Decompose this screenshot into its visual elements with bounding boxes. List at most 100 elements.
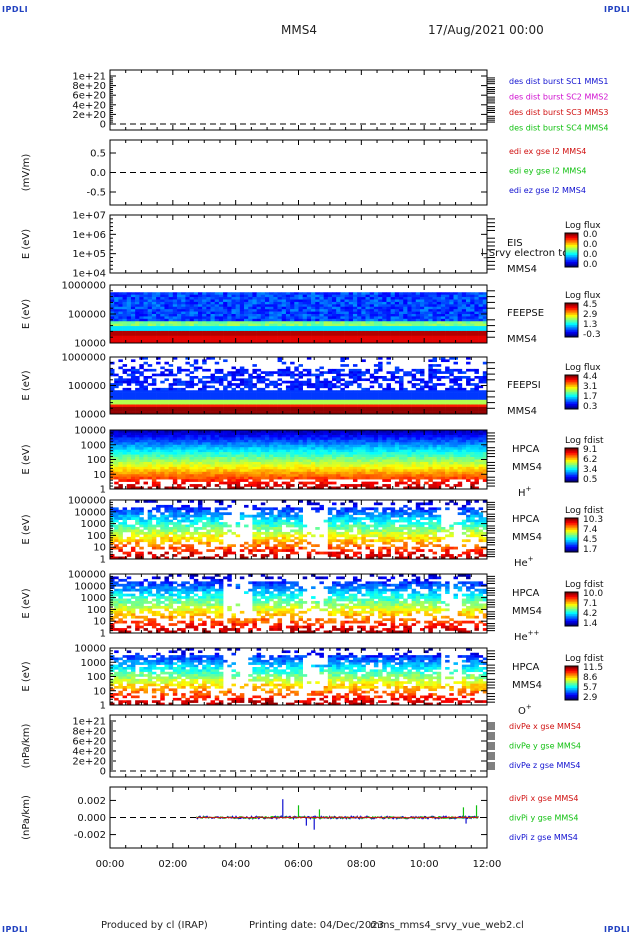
spectrogram-cell (235, 449, 241, 453)
spectrogram-cell (244, 444, 249, 448)
spectrogram-cell (147, 457, 153, 460)
spectrogram-cell (290, 395, 295, 398)
spectrogram-cell (114, 466, 119, 470)
spectrogram-cell (218, 383, 224, 386)
spectrogram-cell (264, 318, 270, 322)
spectrogram-cell (130, 321, 136, 324)
spectrogram-cell (202, 464, 207, 468)
spectrogram-cell (244, 464, 249, 468)
colorbar-tick-label: 4.5 (583, 300, 597, 310)
spectrogram-cell (160, 392, 165, 396)
spectrogram-cell (386, 309, 391, 312)
spectrogram-cell (424, 385, 429, 389)
spectrogram-cell (470, 397, 475, 401)
spectrogram-cell (482, 323, 488, 327)
spectrogram-cell (181, 306, 186, 310)
spectrogram-cell (311, 409, 316, 412)
spectrogram-cell (344, 297, 350, 300)
spectrogram-cell (306, 301, 312, 305)
spectrogram-cell (478, 397, 484, 401)
spectrogram-cell (114, 390, 119, 393)
spectrogram-cell (302, 461, 308, 465)
spectrogram-cell (373, 404, 379, 408)
spectrogram-cell (139, 409, 144, 412)
spectrogram-cell (315, 335, 320, 339)
spectrogram-cell (453, 361, 458, 365)
spectrogram-cell (361, 299, 366, 303)
spectrogram-cell (252, 447, 257, 450)
spectrogram-cell (352, 323, 358, 327)
spectrogram-cell (210, 294, 216, 298)
spectrogram-cell (210, 457, 216, 460)
spectrogram-cell (248, 390, 253, 393)
spectrogram-cell (340, 397, 345, 401)
spectrogram-cell (147, 292, 153, 295)
spectrogram-cell (302, 481, 308, 485)
spectrogram-cell (231, 316, 236, 320)
spectrogram-cell (239, 464, 245, 468)
spectrogram-cell (403, 371, 408, 374)
spectrogram-cell (235, 368, 241, 372)
spectrogram-cell (407, 311, 412, 315)
spectrogram-cell (365, 397, 371, 401)
spectrogram-cell (290, 411, 295, 415)
spectrogram-cell (139, 439, 144, 443)
spectrogram-cell (470, 411, 475, 415)
spectrogram-cell (114, 306, 119, 310)
spectrogram-cell (160, 449, 165, 453)
spectrogram-cell (130, 452, 136, 455)
spectrogram-cell (223, 304, 228, 308)
spectrogram-cell (206, 299, 211, 303)
spectrogram-cell (440, 390, 446, 393)
spectrogram-cell (378, 364, 383, 367)
spectrogram-cell (290, 432, 295, 436)
spectrogram-cell (403, 321, 408, 324)
spectrogram-cell (118, 366, 123, 370)
spectrogram-cell (260, 321, 266, 324)
spectrogram-cell (440, 328, 446, 332)
spectrogram-cell (151, 338, 157, 341)
spectrogram-cell (302, 328, 308, 332)
spectrogram-cell (323, 447, 329, 450)
spectrogram-cell (290, 318, 295, 322)
spectrogram-cell (269, 476, 274, 480)
spectrogram-cell (256, 399, 262, 403)
spectrogram-cell (231, 299, 236, 303)
corner-label-top-right: IPDLI (604, 5, 630, 14)
spectrogram-cell (482, 378, 488, 382)
spectrogram-cell (118, 359, 123, 363)
spectrogram-cell (436, 335, 442, 339)
spectrogram-cell (130, 371, 136, 374)
spectrogram-cell (449, 323, 454, 327)
spectrogram-cell (348, 368, 354, 372)
spectrogram-cell (130, 469, 136, 473)
spectrogram-cell (361, 335, 366, 339)
spectrogram-cell (177, 326, 182, 329)
spectrogram-cell (311, 449, 316, 453)
spectrogram-cell (168, 335, 174, 339)
spectrogram-cell (298, 306, 303, 310)
spectrogram-cell (466, 335, 471, 339)
spectrogram-cell (264, 338, 270, 341)
spectrogram-cell (244, 432, 249, 436)
spectrogram-cell (135, 316, 140, 320)
spectrogram-cell (432, 390, 438, 393)
spectrogram-cell (214, 340, 220, 344)
spectrogram-cell (214, 464, 220, 468)
spectrogram-cell (428, 301, 433, 305)
spectrogram-cell (352, 411, 358, 415)
spectrogram-cell (256, 395, 262, 398)
spectrogram-cell (130, 323, 136, 327)
y-tick-label: 1e+21 (72, 72, 106, 83)
spectrogram-cell (185, 390, 190, 393)
spectrogram-cell (482, 304, 488, 308)
spectrogram-cell (453, 292, 458, 295)
spectrogram-cell (122, 309, 128, 312)
spectrogram-cell (114, 471, 119, 475)
spectrogram-cell (311, 335, 316, 339)
spectrogram-cell (172, 447, 178, 450)
spectrogram-cell (298, 328, 303, 332)
spectrogram-cell (281, 444, 287, 448)
spectrogram-cell (164, 311, 169, 315)
spectrogram-cell (306, 385, 312, 389)
